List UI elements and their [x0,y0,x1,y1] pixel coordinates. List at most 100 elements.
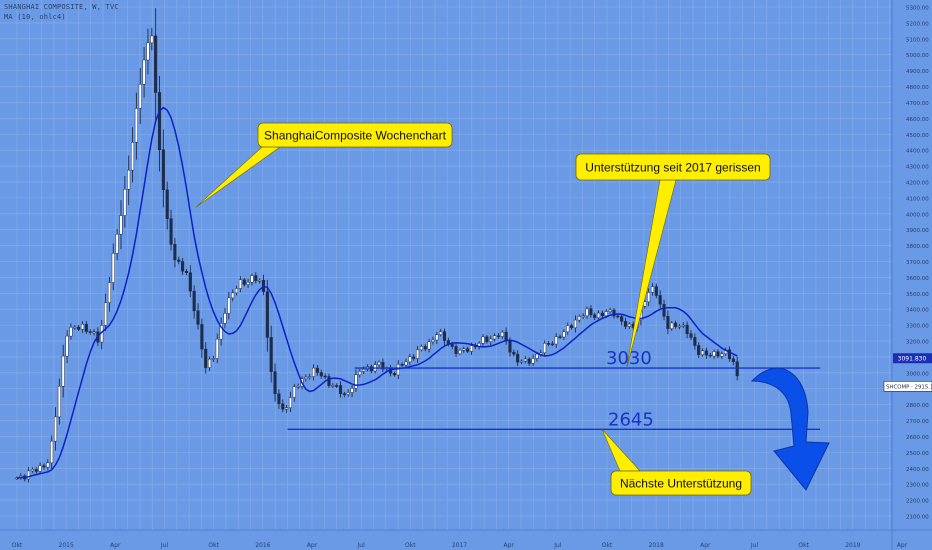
candle[interactable] [269,337,273,372]
candle[interactable] [53,416,58,442]
candle[interactable] [30,469,34,472]
candle[interactable] [662,303,666,317]
candle[interactable] [427,341,431,350]
candle[interactable] [138,84,142,109]
candle[interactable] [265,291,269,338]
candle[interactable] [161,149,165,191]
candle[interactable] [350,388,354,393]
candle[interactable] [250,275,254,283]
candle[interactable] [720,353,724,357]
candle[interactable] [570,325,574,329]
candle[interactable] [208,358,212,368]
candle[interactable] [554,336,558,345]
candle[interactable] [697,345,701,355]
candle[interactable] [712,351,716,357]
candle[interactable] [192,290,196,312]
candle[interactable] [623,321,628,327]
candle[interactable] [277,393,281,405]
candle[interactable] [442,331,447,341]
candle[interactable] [200,324,204,350]
candle[interactable] [408,356,412,363]
candle[interactable] [308,376,312,378]
candle[interactable] [604,311,608,316]
candle[interactable] [577,316,581,321]
candle[interactable] [119,215,123,235]
candle[interactable] [647,292,651,303]
candle[interactable] [627,323,631,327]
candle[interactable] [396,364,400,376]
candle[interactable] [727,349,732,360]
candle[interactable] [600,312,604,316]
candle[interactable] [693,337,697,346]
candle[interactable] [77,326,81,330]
candle[interactable] [338,385,343,394]
candle[interactable] [242,279,246,285]
candle[interactable] [519,360,524,363]
candle[interactable] [496,335,500,337]
candle[interactable] [731,358,735,362]
candle[interactable] [134,108,138,143]
candle[interactable] [435,334,439,341]
candle[interactable] [527,358,531,364]
candle[interactable] [493,335,497,340]
candle[interactable] [546,343,551,345]
candle[interactable] [439,331,443,335]
candle[interactable] [157,92,162,151]
candle[interactable] [423,346,427,350]
candle[interactable] [666,316,670,329]
candle[interactable] [258,280,262,282]
candle[interactable] [27,470,31,480]
candle[interactable] [312,367,316,377]
candle[interactable] [61,355,65,387]
candle[interactable] [288,397,292,408]
candle[interactable] [246,282,250,285]
candle[interactable] [608,309,612,312]
candle[interactable] [597,312,601,318]
candle[interactable] [674,322,678,327]
candle[interactable] [177,259,181,262]
candle[interactable] [535,353,539,359]
candle[interactable] [84,323,88,332]
candle[interactable] [123,189,127,216]
candle[interactable] [50,440,54,464]
candle[interactable] [670,322,674,329]
callout-box[interactable] [575,153,771,181]
candle[interactable] [458,350,462,354]
candle[interactable] [80,323,85,330]
candle[interactable] [504,331,508,342]
candle[interactable] [292,386,296,398]
candle[interactable] [223,313,227,324]
candle[interactable] [169,218,173,245]
candle[interactable] [285,407,289,410]
candle[interactable] [500,331,504,337]
candle[interactable] [342,393,346,395]
candle[interactable] [462,348,466,351]
candle[interactable] [654,286,658,296]
candle[interactable] [304,376,308,379]
callout-box[interactable] [610,470,752,496]
candle[interactable] [38,465,42,472]
candle[interactable] [335,385,339,387]
candle[interactable] [346,392,350,395]
candle[interactable] [354,374,358,389]
candle[interactable] [392,372,396,376]
candle[interactable] [234,288,239,294]
candle[interactable] [173,244,177,261]
candle[interactable] [677,325,681,328]
candle[interactable] [466,348,470,352]
candle[interactable] [73,326,77,329]
candle[interactable] [566,325,570,333]
candle[interactable] [154,35,158,93]
candle[interactable] [485,336,489,343]
candle[interactable] [142,59,146,85]
candle[interactable] [523,358,527,362]
candle[interactable] [127,169,131,190]
candle[interactable] [716,351,720,357]
candle[interactable] [612,309,616,317]
candle[interactable] [708,354,712,357]
candle[interactable] [331,385,335,387]
candle[interactable] [558,336,562,338]
candle[interactable] [454,346,458,354]
candle[interactable] [327,376,331,386]
candle[interactable] [181,261,185,272]
